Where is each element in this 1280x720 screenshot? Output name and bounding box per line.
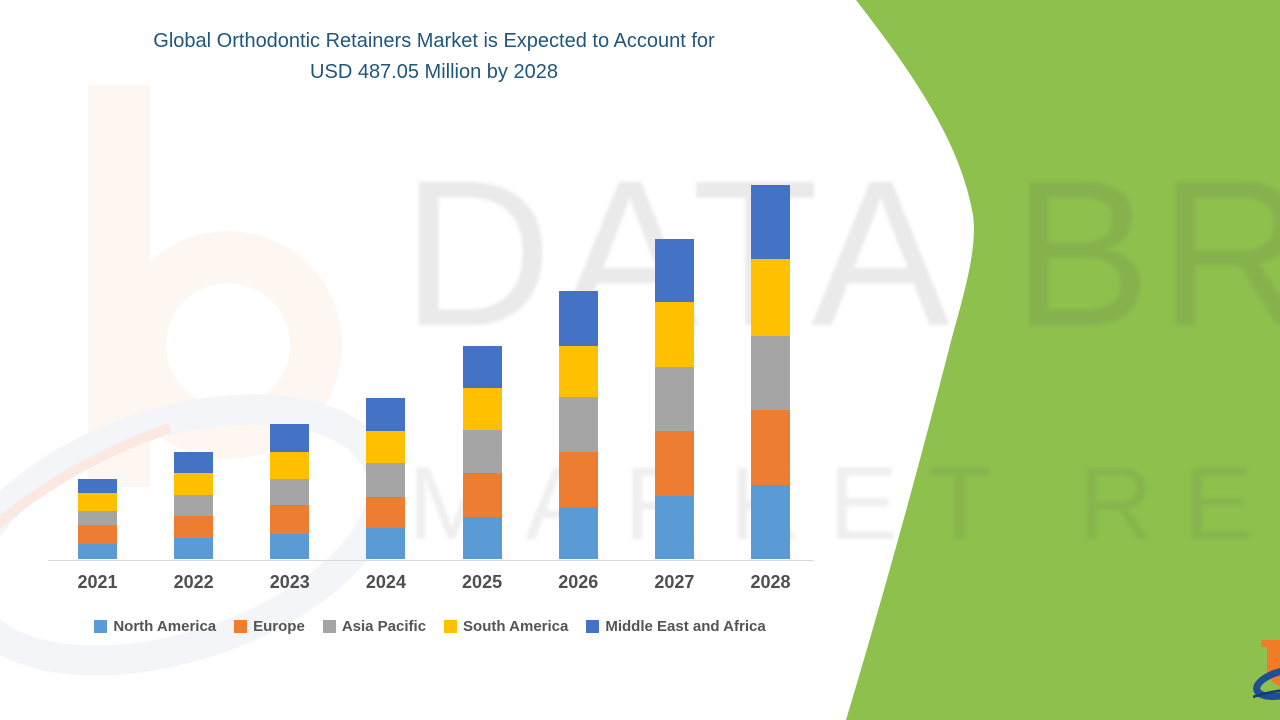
bar-2028-segment-middle-east-and-africa — [750, 184, 790, 259]
chart-title: Global Orthodontic Retainers Market is E… — [28, 26, 840, 88]
chart-area: Global Orthodontic Retainers Market is E… — [0, 26, 860, 635]
x-label-2025: 2025 — [462, 572, 503, 592]
x-label-2024: 2024 — [365, 572, 406, 592]
bar-2024-segment-north-america — [366, 527, 406, 559]
bar-2021 — [78, 479, 117, 559]
legend-swatch-middle-east-and-africa — [586, 620, 600, 633]
legend-item-asia-pacific: Asia Pacific — [322, 618, 427, 635]
legend-item-europe: Europe — [234, 618, 305, 635]
chart-title-line2: USD 487.05 Million by 2028 — [310, 61, 558, 83]
bar-2023-segment-north-america — [270, 533, 310, 559]
bar-2026-segment-south-america — [558, 346, 598, 398]
bar-2024-segment-asia-pacific — [366, 462, 406, 497]
bar-2028-segment-asia-pacific — [750, 335, 790, 410]
legend-label-middle-east-and-africa: Middle East and Africa — [605, 618, 766, 635]
bar-2021-segment-asia-pacific — [78, 511, 117, 526]
databridge-logo: DATA BRIDGE MARKET RESEARCH — [1253, 638, 1280, 700]
bar-2026-segment-asia-pacific — [558, 397, 598, 453]
bar-2025-segment-asia-pacific — [462, 430, 502, 473]
bar-2027-segment-asia-pacific — [654, 367, 694, 432]
bar-2025-segment-europe — [462, 473, 502, 517]
databridge-logo-icon — [1253, 640, 1280, 700]
bar-2025 — [462, 346, 502, 559]
bar-2027-segment-europe — [654, 431, 694, 497]
x-label-2026: 2026 — [558, 572, 599, 592]
bar-2025-segment-south-america — [462, 388, 502, 430]
bar-2023-segment-south-america — [270, 451, 310, 479]
side-panel-title-line3: By Regions, 2021 to 2028 — [1250, 72, 1280, 103]
legend-label-asia-pacific: Asia Pacific — [341, 618, 427, 635]
side-panel-title: Global Orthodontic Retainers Market , By… — [1250, 10, 1280, 103]
bar-2027-segment-north-america — [654, 496, 694, 559]
bar-2024 — [366, 397, 406, 559]
bar-2022-segment-middle-east-and-africa — [174, 452, 214, 474]
bar-2021-segment-north-america — [78, 544, 117, 559]
bar-2027-segment-south-america — [654, 302, 694, 368]
legend-item-north-america: North America — [94, 618, 216, 635]
bar-2028 — [750, 184, 790, 559]
chart-title-line1: Global Orthodontic Retainers Market is E… — [153, 30, 715, 52]
x-axis-labels: 2021 2022 2023 2024 2025 2026 2027 2028 — [77, 572, 791, 593]
x-label-2023: 2023 — [269, 572, 310, 592]
side-panel-title-line2: Market , — [1250, 41, 1280, 72]
bar-2027-segment-middle-east-and-africa — [654, 239, 694, 303]
legend-swatch-north-america — [94, 620, 108, 633]
bar-2022 — [174, 452, 214, 559]
legend-swatch-asia-pacific — [322, 620, 336, 633]
bar-2021-segment-south-america — [78, 493, 117, 512]
x-axis-line — [48, 560, 814, 561]
bar-2025-segment-north-america — [462, 517, 502, 559]
bar-2026-segment-north-america — [558, 507, 598, 559]
bar-2021-segment-middle-east-and-africa — [78, 479, 117, 494]
x-label-2028: 2028 — [750, 572, 791, 592]
bar-2024-segment-south-america — [366, 430, 406, 463]
bar-2023-segment-europe — [270, 504, 310, 534]
bar-2025-segment-middle-east-and-africa — [462, 346, 502, 388]
bar-2028-segment-north-america — [750, 484, 790, 559]
bar-2026-segment-middle-east-and-africa — [558, 291, 598, 347]
legend-label-north-america: North America — [113, 618, 217, 635]
legend-label-south-america: South America — [463, 618, 569, 635]
side-panel: Global Orthodontic Retainers Market , By… — [820, 0, 1280, 720]
bar-2022-segment-europe — [174, 516, 214, 539]
bar-2021-segment-europe — [78, 525, 117, 545]
x-label-2021: 2021 — [77, 572, 118, 592]
bar-2026 — [558, 291, 598, 559]
bar-2024-segment-middle-east-and-africa — [366, 397, 406, 431]
chart-legend: North America Europe Asia Pacific South Ame… — [0, 618, 860, 635]
bar-2023 — [270, 423, 310, 559]
legend-swatch-south-america — [444, 620, 458, 633]
bar-2022-segment-asia-pacific — [174, 495, 214, 517]
bar-2026-segment-europe — [558, 452, 598, 508]
bar-2028-segment-south-america — [750, 258, 790, 336]
x-label-2022: 2022 — [173, 572, 214, 592]
bar-2023-segment-asia-pacific — [270, 478, 310, 505]
x-label-2027: 2027 — [654, 572, 695, 592]
bar-2028-segment-europe — [750, 409, 790, 485]
legend-item-south-america: South America — [444, 618, 568, 635]
legend-label-europe: Europe — [253, 618, 305, 635]
bar-2024-segment-europe — [366, 496, 406, 528]
stacked-bars — [78, 139, 790, 559]
side-panel-title-line1: Global Orthodontic Retainers — [1250, 10, 1280, 41]
bar-2027 — [654, 239, 694, 559]
bar-2022-segment-north-america — [174, 538, 214, 559]
bar-2022-segment-south-america — [174, 473, 214, 496]
legend-swatch-europe — [234, 620, 248, 633]
bar-2023-segment-middle-east-and-africa — [270, 423, 310, 452]
legend-item-middle-east-and-africa: Middle East and Africa — [586, 618, 766, 635]
